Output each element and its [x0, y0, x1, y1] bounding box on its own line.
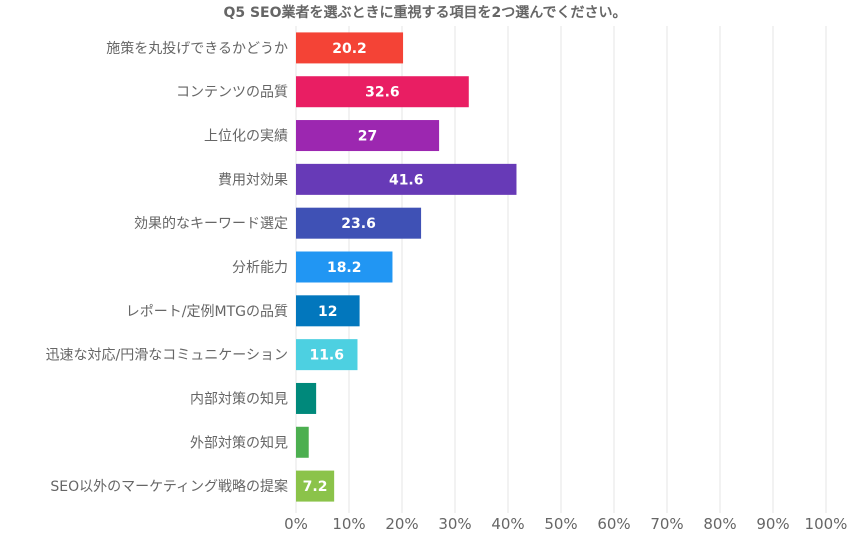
bar-2: [296, 76, 469, 108]
bar-4: [296, 163, 517, 195]
bar-11: [296, 470, 335, 502]
x-tick-label: 60%: [597, 515, 630, 533]
x-tick-label: 50%: [544, 515, 577, 533]
bar-value-label: 41.6: [389, 172, 424, 188]
chart-title: Q5 SEO業者を選ぶときに重視する項目を2つ選んでください。: [223, 4, 626, 21]
bar-value-label: 11.6: [309, 348, 344, 364]
x-axis-ticks: 0% 10% 20% 30% 40% 50% 60% 70% 80% 90% 100%: [284, 515, 847, 533]
category-label: 施策を丸投げできるかどうか: [106, 40, 288, 57]
x-tick-label: 30%: [438, 515, 471, 533]
x-tick-label: 10%: [332, 515, 365, 533]
category-label: 内部対策の知見: [190, 390, 288, 407]
bars: 20.2 32.6 27 41.6 23.6 18.2 12 11.6 7.2: [296, 32, 517, 502]
category-label: 上位化の実績: [204, 129, 288, 145]
bar-6: [296, 251, 393, 283]
bar-5: [296, 207, 422, 239]
bar-value-label: 12: [318, 304, 337, 320]
bar-value-label: 27: [358, 129, 377, 145]
category-label: レポート/定例MTGの品質: [126, 304, 288, 320]
bar-value-label: 20.2: [332, 41, 367, 57]
x-tick-label: 100%: [805, 515, 848, 533]
category-label: 迅速な対応/円滑なコミュニケーション: [46, 347, 288, 364]
bar-3: [296, 120, 440, 152]
category-label: SEO以外のマーケティング戦略の提案: [50, 478, 288, 495]
x-tick-label: 80%: [703, 515, 736, 533]
x-tick-label: 0%: [284, 515, 308, 533]
category-label: 分析能力: [232, 260, 288, 276]
x-tick-label: 20%: [385, 515, 418, 533]
bar-9: [296, 382, 317, 414]
category-label: 費用対効果: [218, 172, 288, 188]
bar-7: [296, 295, 360, 327]
bar-10: [296, 426, 309, 458]
bar-8: [296, 339, 358, 371]
x-tick-label: 90%: [756, 515, 789, 533]
bar-1: [296, 32, 404, 64]
category-labels: 施策を丸投げできるかどうかコンテンツの品質上位化の実績費用対効果効果的なキーワー…: [46, 40, 288, 495]
category-label: 外部対策の知見: [190, 434, 288, 451]
bar-value-label: 7.2: [303, 479, 328, 495]
bar-value-label: 32.6: [365, 85, 400, 101]
bar-value-label: 18.2: [327, 260, 362, 276]
bar-value-label: 23.6: [341, 216, 376, 232]
x-tick-label: 70%: [650, 515, 683, 533]
category-label: 効果的なキーワード選定: [134, 216, 288, 232]
category-label: コンテンツの品質: [176, 85, 288, 101]
x-tick-label: 40%: [491, 515, 524, 533]
